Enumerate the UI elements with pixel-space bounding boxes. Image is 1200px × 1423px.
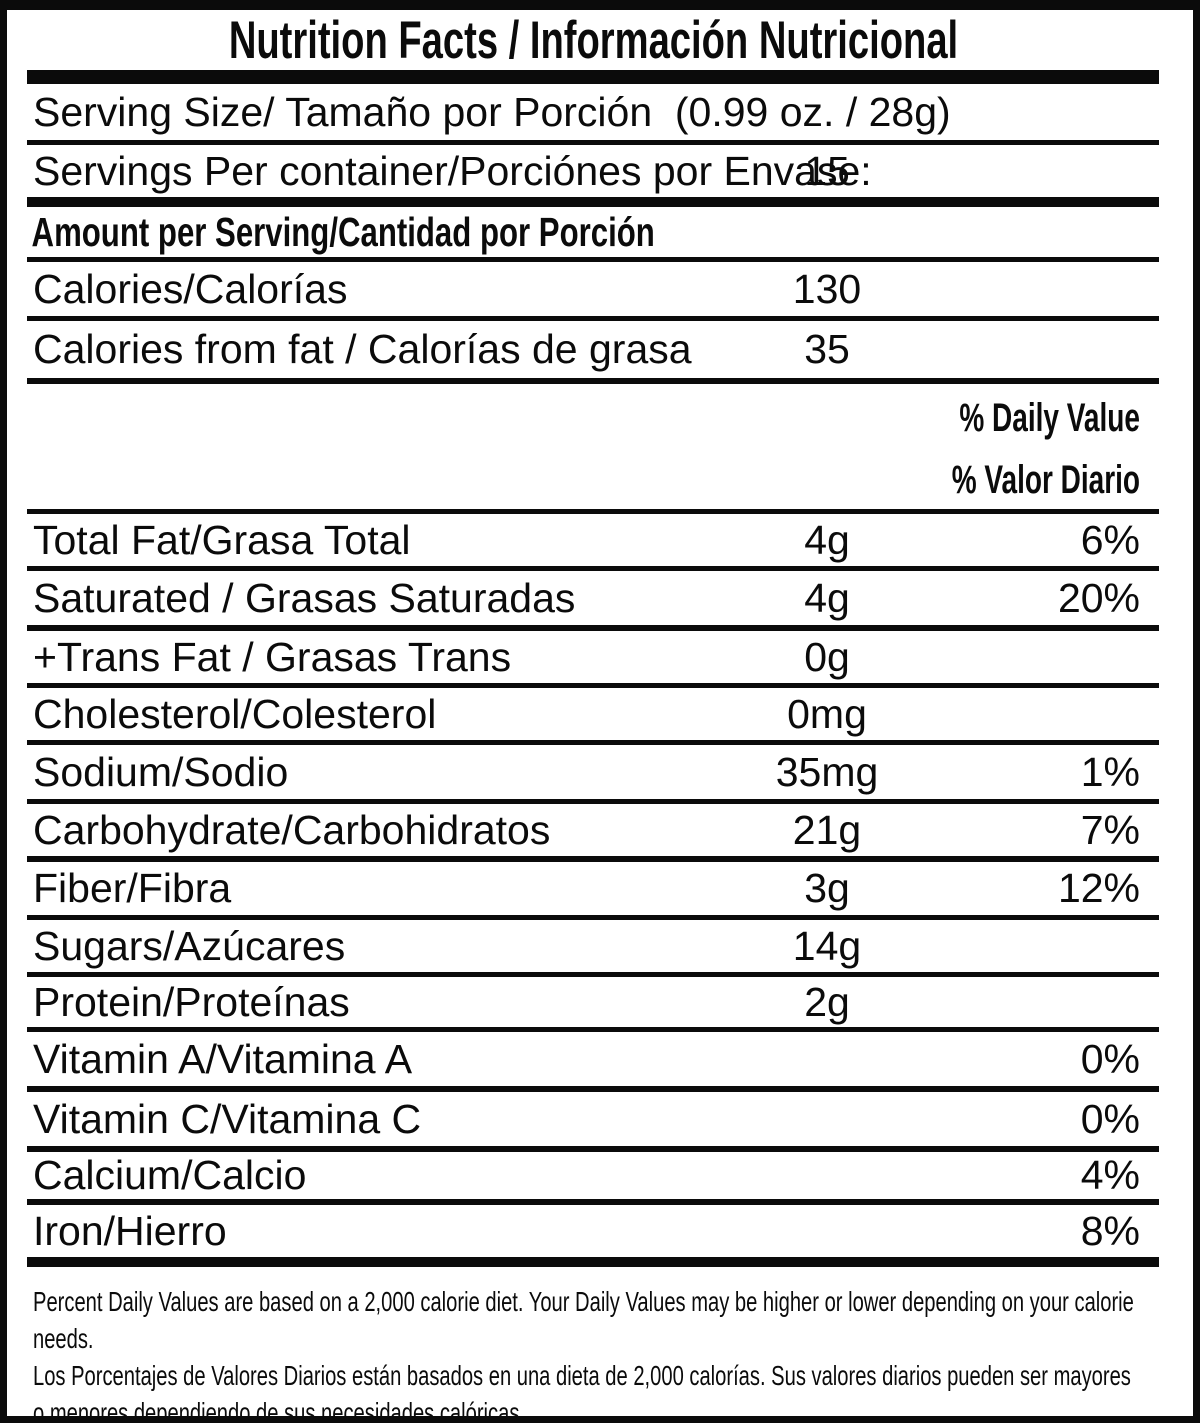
nutrient-amount: 14g (792, 922, 862, 969)
calories-row: Calories/Calorías 130 (27, 262, 1159, 321)
sugars-row: Sugars/Azúcares 14g (27, 920, 1159, 977)
nutrient-amount: 0g (804, 633, 850, 680)
nutrient-label: Sodium/Sodio (33, 748, 289, 795)
nutrient-label: Protein/Proteínas (33, 978, 350, 1025)
nutrient-amount: 3g (804, 865, 850, 911)
nutrient-amount: 35mg (775, 748, 879, 795)
nutrient-label: Saturated / Grasas Saturadas (33, 574, 576, 621)
nutrient-label: Cholesterol/Colesterol (33, 690, 437, 737)
total-fat-row: Total Fat/Grasa Total 4g 6% (27, 514, 1159, 571)
nutrient-dv: 1% (1080, 748, 1140, 795)
nutrient-label: Calories/Calorías (33, 265, 348, 312)
cholesterol-row: Cholesterol/Colesterol 0mg (27, 688, 1159, 745)
nutrient-amount: 35 (804, 326, 850, 372)
nutrient-label: Carbohydrate/Carbohidratos (33, 806, 551, 853)
nutrient-label: Calcium/Calcio (33, 1152, 307, 1198)
nutrient-label: Fiber/Fibra (33, 865, 232, 911)
nutrient-label: Vitamin A/Vitamina A (33, 1035, 413, 1082)
nutrient-dv: 8% (1080, 1207, 1140, 1254)
daily-value-header-block: % Daily Value % Valor Diario (27, 384, 1159, 514)
footnotes: Percent Daily Values are based on a 2,00… (27, 1267, 1159, 1423)
amount-per-serving-row: Amount per Serving/Cantidad por Porción (27, 207, 1159, 262)
nutrient-amount: 130 (792, 265, 862, 312)
nutrient-label: Sugars/Azúcares (33, 922, 346, 969)
daily-value-header-es: % Valor Diario (951, 458, 1140, 502)
nutrient-amount: 2g (804, 978, 850, 1025)
amount-per-serving-header: Amount per Serving/Cantidad por Porción (31, 208, 655, 255)
servings-per-container-value: 15 (804, 147, 850, 194)
iron-row: Iron/Hierro 8% (27, 1205, 1159, 1267)
label-title: Nutrition Facts / Información Nutriciona… (228, 10, 958, 70)
carbohydrate-row: Carbohydrate/Carbohidratos 21g 7% (27, 804, 1159, 862)
saturated-fat-row: Saturated / Grasas Saturadas 4g 20% (27, 571, 1159, 631)
nutrient-amount: 4g (804, 574, 850, 621)
serving-size-row: Serving Size/ Tamaño por Porción (0.99 o… (27, 84, 1159, 145)
vitamin-a-row: Vitamin A/Vitamina A 0% (27, 1032, 1159, 1092)
trans-fat-row: +Trans Fat / Grasas Trans 0g (27, 631, 1159, 688)
nutrient-label: +Trans Fat / Grasas Trans (33, 633, 512, 680)
nutrient-dv: 6% (1080, 516, 1140, 563)
nutrient-dv: 20% (1057, 574, 1140, 621)
fiber-row: Fiber/Fibra 3g 12% (27, 862, 1159, 920)
nutrient-dv: 0% (1080, 1035, 1140, 1082)
protein-row: Protein/Proteínas 2g (27, 977, 1159, 1032)
nutrient-dv: 4% (1080, 1152, 1140, 1198)
nutrient-amount: 4g (804, 516, 850, 563)
label-title-row: Nutrition Facts / Información Nutriciona… (27, 10, 1159, 84)
nutrient-label: Calories from fat / Calorías de grasa (33, 326, 692, 372)
vitamin-c-row: Vitamin C/Vitamina C 0% (27, 1092, 1159, 1152)
servings-per-container-row: Servings Per container/Porciónes por Env… (27, 145, 1159, 207)
calories-from-fat-row: Calories from fat / Calorías de grasa 35 (27, 321, 1159, 384)
nutrient-label: Vitamin C/Vitamina C (33, 1095, 422, 1142)
servings-per-container-label: Servings Per container/Porciónes por Env… (33, 147, 872, 194)
nutrient-label: Iron/Hierro (33, 1207, 227, 1254)
nutrient-dv: 7% (1080, 806, 1140, 853)
footnote-spanish: Los Porcentajes de Valores Diarios están… (33, 1360, 1131, 1423)
nutrient-dv: 12% (1057, 865, 1140, 911)
sodium-row: Sodium/Sodio 35mg 1% (27, 745, 1159, 804)
calcium-row: Calcium/Calcio 4% (27, 1152, 1159, 1205)
nutrient-label: Total Fat/Grasa Total (33, 516, 411, 563)
daily-value-header-en: % Daily Value (959, 396, 1140, 440)
nutrient-dv: 0% (1080, 1095, 1140, 1142)
nutrient-amount: 21g (792, 806, 862, 853)
footnote-english: Percent Daily Values are based on a 2,00… (33, 1286, 1134, 1354)
nutrient-amount: 0mg (787, 690, 867, 737)
serving-size-label: Serving Size/ Tamaño por Porción (0.99 o… (33, 88, 951, 135)
